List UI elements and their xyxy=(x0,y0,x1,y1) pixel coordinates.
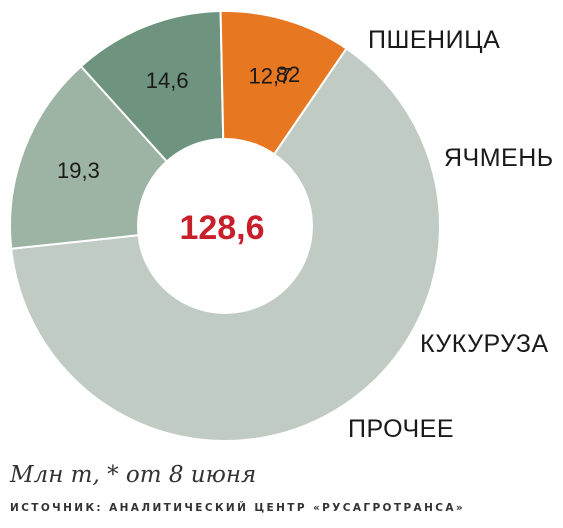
category-label-3: КУКУРУЗА xyxy=(420,330,549,358)
total-value: 128,6 xyxy=(179,209,264,247)
units-note: Млн т, * от 8 июня xyxy=(10,462,257,488)
category-label-1: ПШЕНИЦА xyxy=(368,26,500,54)
slice-value-2: 19,3 xyxy=(57,158,100,183)
category-labels: ПШЕНИЦА ЯЧМЕНЬ КУКУРУЗА ПРОЧЕЕ xyxy=(348,26,554,443)
slice-value-1: 82 xyxy=(276,62,300,87)
slice-value-4: 12,7 xyxy=(248,64,291,89)
donut-hole xyxy=(137,138,313,314)
source-note: ИСТОЧНИК: АНАЛИТИЧЕСКИЙ ЦЕНТР «РУСАГРОТР… xyxy=(10,502,466,514)
slice-value-labels: 82 19,3 14,6 12,7 xyxy=(57,62,300,183)
donut-chart: 82 19,3 14,6 12,7 ПШЕНИЦА ЯЧМЕНЬ КУКУРУЗА ПРОЧ… xyxy=(9,10,554,443)
slice-value-3: 14,6 xyxy=(146,68,189,93)
category-label-4: ПРОЧЕЕ xyxy=(348,415,454,443)
category-label-2: ЯЧМЕНЬ xyxy=(444,144,554,172)
